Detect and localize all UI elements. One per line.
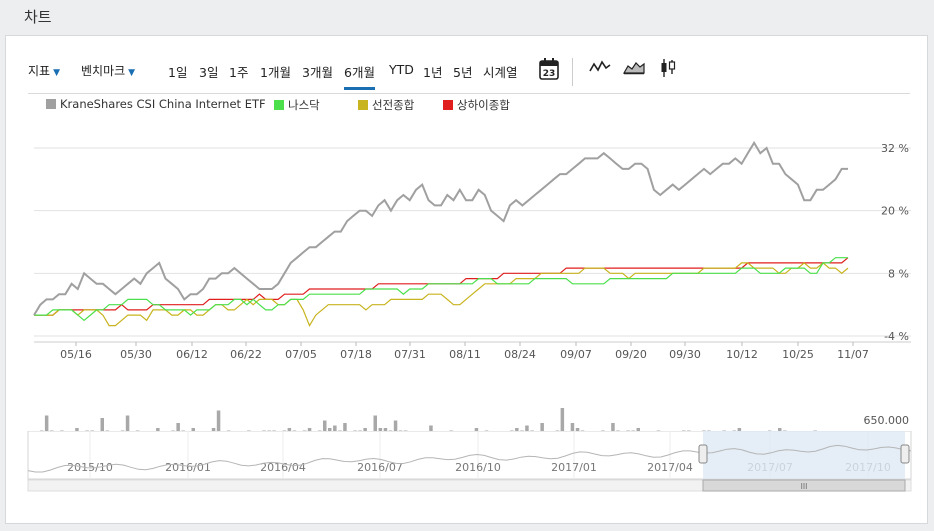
x-tick-label: 05/16 <box>60 348 92 361</box>
x-tick-label: 09/20 <box>615 348 647 361</box>
chart-panel: 지표 ▼ 벤치마크 ▼ 1일 3일 1주 1개월 3개월 6개월 YTD 1년 5년… <box>5 35 928 524</box>
navigator[interactable]: 2015/10 2016/01 2016/04 2016/07 2016/10 2017/… <box>6 431 927 501</box>
legend-swatch <box>274 100 284 110</box>
navigator-tick-label: 2016/04 <box>260 461 306 474</box>
area-chart-icon[interactable] <box>622 58 645 79</box>
y-tick-label: -4 % <box>884 330 909 343</box>
navigator-tick-label: 2016/07 <box>357 461 403 474</box>
x-tick-label: 07/18 <box>340 348 372 361</box>
candlestick-icon[interactable] <box>659 58 677 81</box>
series-line-shenzhen <box>34 262 849 327</box>
calendar-day: 23 <box>543 69 556 79</box>
y-tick-label: 8 % <box>888 267 909 280</box>
period-3d[interactable]: 3일 <box>199 65 219 80</box>
period-1y[interactable]: 1년 <box>423 65 443 80</box>
y-tick-label: 20 % <box>881 205 909 218</box>
benchmark-dropdown[interactable]: 벤치마크 ▼ <box>81 62 135 79</box>
navigator-tick-label: 2016/10 <box>455 461 501 474</box>
legend-item-nasdaq[interactable]: 나스닥 <box>274 97 320 113</box>
x-tick-label: 11/07 <box>837 348 869 361</box>
x-tick-label: 05/30 <box>120 348 152 361</box>
caret-down-icon: ▼ <box>128 68 136 78</box>
line-chart-icon[interactable] <box>589 58 611 79</box>
calendar-icon[interactable]: 23 <box>539 58 559 83</box>
benchmark-label: 벤치마크 <box>81 64 126 78</box>
series-line-etf <box>33 140 848 316</box>
x-tick-label: 08/11 <box>449 348 481 361</box>
period-1w[interactable]: 1주 <box>229 65 249 80</box>
indicators-dropdown[interactable]: 지표 ▼ <box>28 62 60 79</box>
x-tick-label: 06/22 <box>230 348 262 361</box>
caret-down-icon: ▼ <box>53 68 61 78</box>
period-all[interactable]: 시계열 <box>483 65 518 80</box>
legend-label: 선전종합 <box>372 98 415 112</box>
legend-label: 나스닥 <box>288 98 320 112</box>
navigator-scrollbar-track <box>27 479 912 492</box>
x-tick-label: 09/07 <box>560 348 592 361</box>
x-tick-label: 06/12 <box>176 348 208 361</box>
legend-swatch <box>443 100 453 110</box>
period-5y[interactable]: 5년 <box>453 65 473 80</box>
series-line-nasdaq <box>34 257 848 322</box>
navigator-right-handle[interactable] <box>900 444 910 464</box>
navigator-selection <box>703 431 905 479</box>
page-title: 차트 <box>24 8 52 26</box>
x-tick-label: 08/24 <box>504 348 536 361</box>
legend-swatch <box>46 99 56 109</box>
x-tick-label: 09/30 <box>669 348 701 361</box>
x-tick-label: 10/25 <box>782 348 814 361</box>
x-tick-label: 07/31 <box>394 348 426 361</box>
legend-label: 상하이종합 <box>457 98 510 112</box>
period-3m[interactable]: 3개월 <box>302 65 333 80</box>
navigator-scrollbar-thumb[interactable] <box>702 479 906 492</box>
toolbar-divider <box>572 58 573 86</box>
legend-label: KraneShares CSI China Internet ETF <box>60 97 266 111</box>
navigator-tick-label: 2016/01 <box>165 461 211 474</box>
indicators-label: 지표 <box>28 64 51 78</box>
navigator-tick-label: 2017/04 <box>647 461 693 474</box>
period-ytd[interactable]: YTD <box>389 62 414 77</box>
scrollbar-grip-icon: lll <box>801 482 808 491</box>
x-tick-label: 07/05 <box>285 348 317 361</box>
period-1d[interactable]: 1일 <box>168 65 188 80</box>
legend-item-shanghai[interactable]: 상하이종합 <box>443 97 510 113</box>
navigator-left-handle[interactable] <box>698 444 708 464</box>
legend-swatch <box>358 100 368 110</box>
navigator-series <box>27 444 912 473</box>
volume-tick-label: 650.000 <box>864 414 910 427</box>
legend-item-etf[interactable]: KraneShares CSI China Internet ETF <box>46 97 266 111</box>
legend-item-shenzhen[interactable]: 선전종합 <box>358 97 414 113</box>
y-tick-label: 32 % <box>881 142 909 155</box>
toolbar-divider-line <box>28 93 910 94</box>
period-1m[interactable]: 1개월 <box>260 65 291 80</box>
period-6m[interactable]: 6개월 <box>344 62 375 90</box>
x-tick-label: 10/12 <box>726 348 758 361</box>
navigator-tick-label: 2017/01 <box>551 461 597 474</box>
